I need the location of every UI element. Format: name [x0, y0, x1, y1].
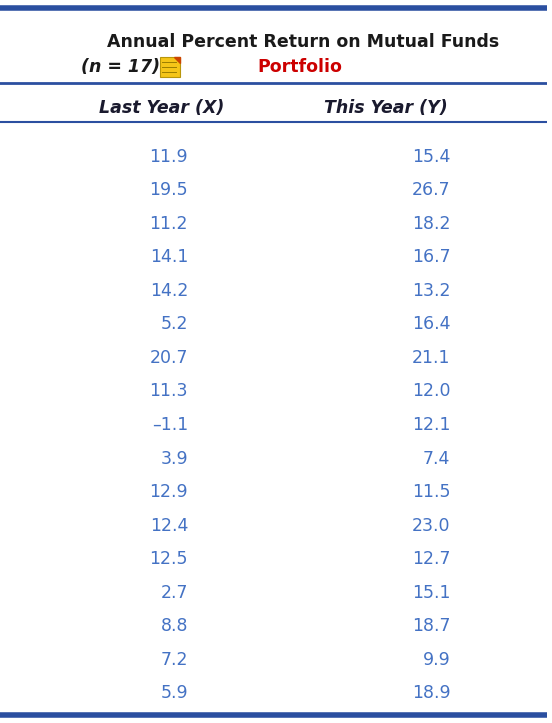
Text: 12.5: 12.5 — [150, 550, 188, 568]
Text: 7.4: 7.4 — [423, 450, 450, 468]
Text: 12.4: 12.4 — [150, 517, 188, 534]
Text: 12.1: 12.1 — [412, 416, 450, 434]
Text: This Year (Y): This Year (Y) — [324, 99, 448, 117]
Text: 11.9: 11.9 — [150, 147, 188, 166]
Text: 5.9: 5.9 — [161, 684, 188, 702]
Text: 2.7: 2.7 — [161, 583, 188, 602]
Text: Last Year (X): Last Year (X) — [99, 99, 224, 117]
Text: 12.9: 12.9 — [150, 483, 188, 501]
Text: 20.7: 20.7 — [150, 349, 188, 367]
Text: 13.2: 13.2 — [412, 282, 450, 300]
Text: 18.2: 18.2 — [412, 215, 450, 233]
Text: 3.9: 3.9 — [161, 450, 188, 468]
FancyBboxPatch shape — [161, 57, 180, 77]
Text: 8.8: 8.8 — [161, 617, 188, 636]
Text: 12.0: 12.0 — [412, 382, 450, 401]
Text: 16.4: 16.4 — [412, 315, 450, 333]
Text: Annual Percent Return on Mutual Funds: Annual Percent Return on Mutual Funds — [107, 33, 499, 51]
Text: 11.3: 11.3 — [150, 382, 188, 401]
Text: 11.5: 11.5 — [412, 483, 450, 501]
Text: Portfolio: Portfolio — [257, 58, 342, 76]
Text: 26.7: 26.7 — [412, 181, 450, 200]
Text: 23.0: 23.0 — [412, 517, 450, 534]
Text: 15.1: 15.1 — [412, 583, 450, 602]
Polygon shape — [174, 57, 180, 63]
Text: 15.4: 15.4 — [412, 147, 450, 166]
Text: 18.7: 18.7 — [412, 617, 450, 636]
Text: 7.2: 7.2 — [161, 651, 188, 669]
Text: 21.1: 21.1 — [412, 349, 450, 367]
Text: 18.9: 18.9 — [412, 684, 450, 702]
Text: (n = 17): (n = 17) — [81, 58, 160, 76]
Text: 14.1: 14.1 — [150, 249, 188, 266]
Text: 9.9: 9.9 — [423, 651, 450, 669]
Text: 16.7: 16.7 — [412, 249, 450, 266]
Text: 11.2: 11.2 — [150, 215, 188, 233]
Text: 5.2: 5.2 — [161, 315, 188, 333]
Text: 14.2: 14.2 — [150, 282, 188, 300]
Text: –1.1: –1.1 — [152, 416, 188, 434]
Text: 19.5: 19.5 — [150, 181, 188, 200]
Text: 12.7: 12.7 — [412, 550, 450, 568]
